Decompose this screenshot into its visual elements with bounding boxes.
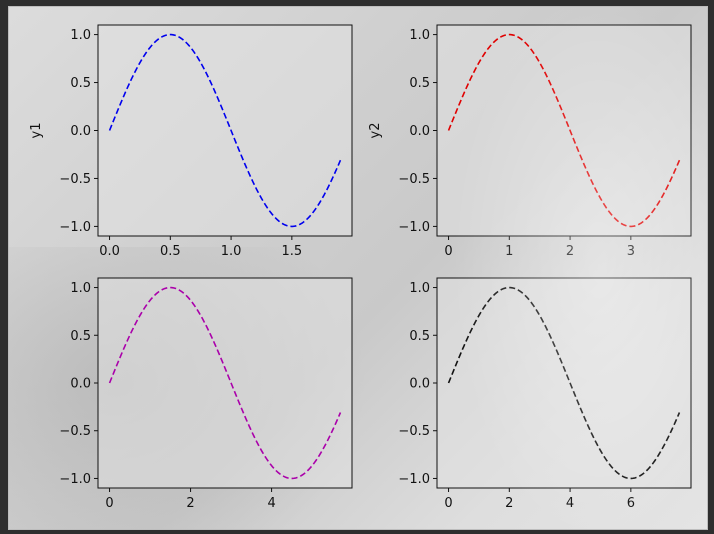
series-line <box>447 286 681 480</box>
subplot-y1: −1.0 −0.5 0.0 0.5 1.0 0.0 0.5 1.0 1.5 y1 <box>29 24 353 259</box>
y-tick-label: −0.5 <box>59 424 91 439</box>
y-tick-label: 0.5 <box>70 76 91 91</box>
y-tick-label: 1.0 <box>409 281 430 296</box>
x-tick-label: 0 <box>105 496 113 511</box>
x-tick-label: 3 <box>627 244 635 259</box>
y-tick-label: 1.0 <box>70 281 91 296</box>
y-tick-label: 0.5 <box>409 329 430 344</box>
subplot-bottom-left: −1.0 −0.5 0.0 0.5 1.0 0 2 4 <box>59 277 353 511</box>
subplot-grid: −1.0 −0.5 0.0 0.5 1.0 0.0 0.5 1.0 1.5 y1 −1.0 −0.5… <box>29 24 692 511</box>
series-line <box>108 286 342 480</box>
x-tick-label: 2 <box>566 244 574 259</box>
x-tick-label: 1.0 <box>221 244 242 259</box>
x-tick-label: 0.5 <box>160 244 181 259</box>
axes-frame <box>97 24 353 237</box>
y-tick-label: −1.0 <box>59 472 91 487</box>
y-tick-label: −1.0 <box>59 220 91 235</box>
series-line <box>108 33 342 228</box>
y-tick-label: 1.0 <box>409 28 430 43</box>
y-tick-label: 0.0 <box>70 377 91 392</box>
figure-canvas: −1.0 −0.5 0.0 0.5 1.0 0.0 0.5 1.0 1.5 y1 −1.0 −0.5… <box>8 6 708 530</box>
y-tick-label: 0.5 <box>409 76 430 91</box>
series-line <box>447 33 681 228</box>
subplot-y2: −1.0 −0.5 0.0 0.5 1.0 0 1 2 3 y2 <box>368 24 692 259</box>
y-tick-label: 0.5 <box>70 329 91 344</box>
y-axis-label: y2 <box>368 123 383 139</box>
y-tick-label: −0.5 <box>398 424 430 439</box>
subplot-bottom-right: −1.0 −0.5 0.0 0.5 1.0 0 2 4 6 <box>398 277 692 511</box>
x-tick-label: 0.0 <box>99 244 120 259</box>
y-tick-label: 0.0 <box>409 124 430 139</box>
x-tick-label: 6 <box>627 496 635 511</box>
axes-frame <box>436 24 692 237</box>
y-tick-label: 0.0 <box>70 124 91 139</box>
y-tick-label: −0.5 <box>59 172 91 187</box>
y-tick-label: −1.0 <box>398 472 430 487</box>
y-tick-label: 0.0 <box>409 377 430 392</box>
x-tick-label: 0 <box>444 496 452 511</box>
axes-frame <box>97 277 353 489</box>
y-tick-label: −1.0 <box>398 220 430 235</box>
y-axis-label: y1 <box>29 123 44 139</box>
x-tick-label: 4 <box>566 496 574 511</box>
x-tick-label: 2 <box>505 496 513 511</box>
x-tick-label: 0 <box>444 244 452 259</box>
y-tick-label: −0.5 <box>398 172 430 187</box>
x-tick-label: 2 <box>186 496 194 511</box>
axes-frame <box>436 277 692 489</box>
x-tick-label: 1.5 <box>281 244 302 259</box>
x-tick-label: 4 <box>267 496 275 511</box>
x-tick-label: 1 <box>505 244 513 259</box>
y-tick-label: 1.0 <box>70 28 91 43</box>
